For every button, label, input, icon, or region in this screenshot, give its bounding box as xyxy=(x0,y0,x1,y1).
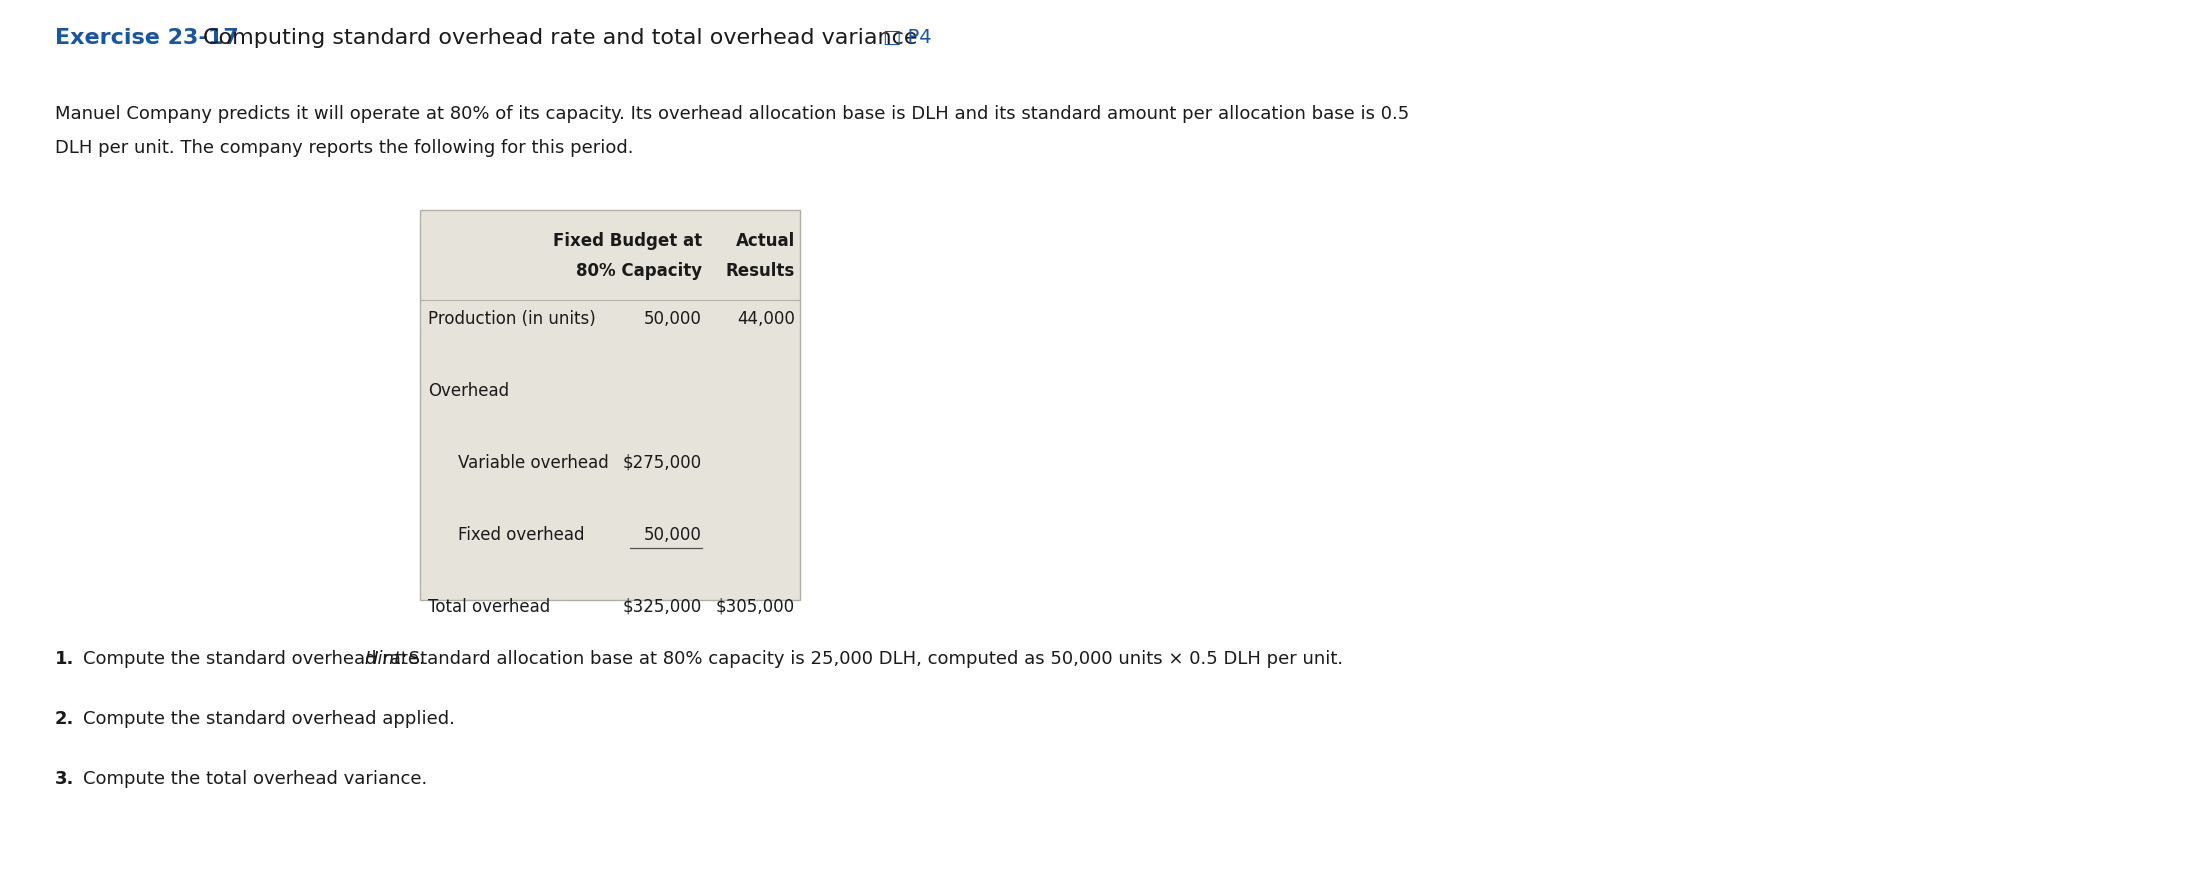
Text: DLH per unit. The company reports the following for this period.: DLH per unit. The company reports the fo… xyxy=(55,139,633,157)
Text: Actual: Actual xyxy=(737,232,796,250)
Text: Compute the total overhead variance.: Compute the total overhead variance. xyxy=(84,770,427,788)
Text: 80% Capacity: 80% Capacity xyxy=(576,262,701,280)
Text: Total overhead: Total overhead xyxy=(429,598,550,616)
Text: $305,000: $305,000 xyxy=(717,598,796,616)
Text: 2.: 2. xyxy=(55,710,75,728)
Text: Production (in units): Production (in units) xyxy=(429,310,596,328)
Text: 50,000: 50,000 xyxy=(644,310,701,328)
Text: Hint:: Hint: xyxy=(365,650,409,668)
Text: Computing standard overhead rate and total overhead variance: Computing standard overhead rate and tot… xyxy=(202,28,917,48)
Text: Fixed overhead: Fixed overhead xyxy=(457,526,585,544)
Text: Overhead: Overhead xyxy=(429,382,510,400)
Text: Variable overhead: Variable overhead xyxy=(457,454,609,472)
Text: □ P4: □ P4 xyxy=(884,28,932,47)
FancyBboxPatch shape xyxy=(420,210,800,600)
Text: Fixed Budget at: Fixed Budget at xyxy=(552,232,701,250)
Text: Compute the standard overhead applied.: Compute the standard overhead applied. xyxy=(84,710,455,728)
Text: 50,000: 50,000 xyxy=(644,526,701,544)
Text: $325,000: $325,000 xyxy=(622,598,701,616)
Text: Standard allocation base at 80% capacity is 25,000 DLH, computed as 50,000 units: Standard allocation base at 80% capacity… xyxy=(402,650,1344,668)
Text: 3.: 3. xyxy=(55,770,75,788)
Text: Exercise 23-17: Exercise 23-17 xyxy=(55,28,240,48)
Text: Results: Results xyxy=(726,262,796,280)
Text: 1.: 1. xyxy=(55,650,75,668)
Text: $275,000: $275,000 xyxy=(622,454,701,472)
Text: Manuel Company predicts it will operate at 80% of its capacity. Its overhead all: Manuel Company predicts it will operate … xyxy=(55,105,1410,123)
Text: 44,000: 44,000 xyxy=(737,310,796,328)
Text: Compute the standard overhead rate.: Compute the standard overhead rate. xyxy=(84,650,431,668)
